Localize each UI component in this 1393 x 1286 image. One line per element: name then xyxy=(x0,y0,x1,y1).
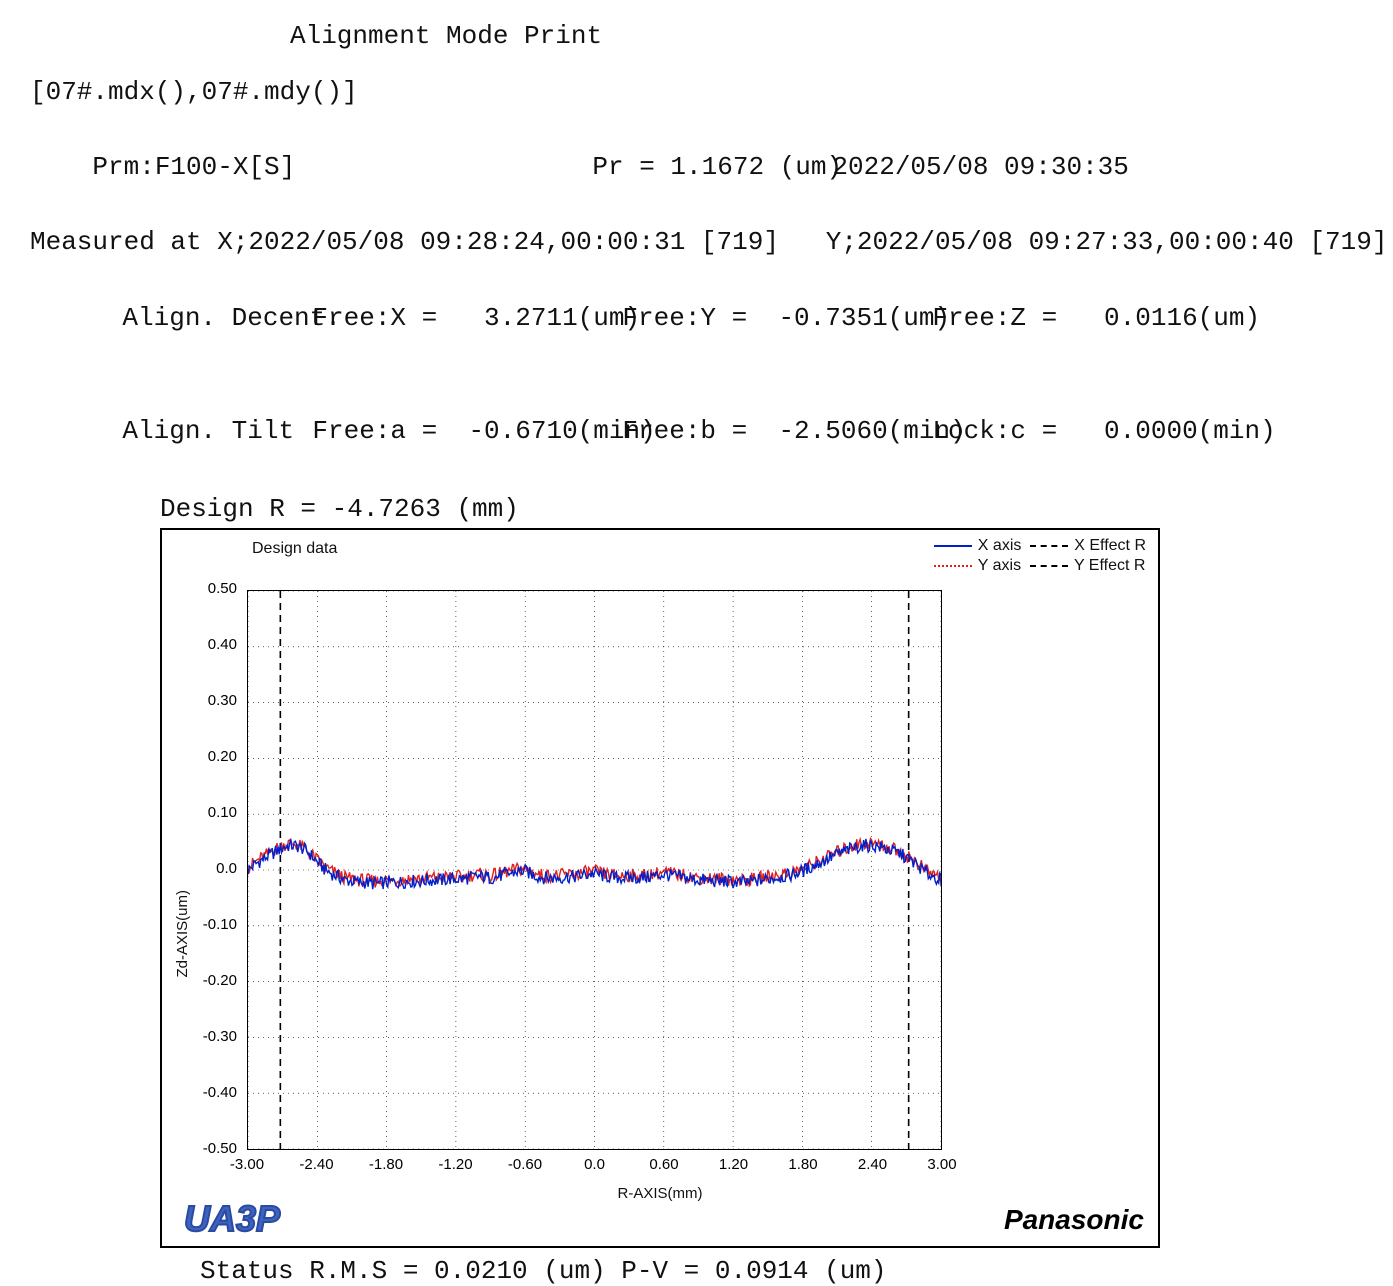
x-tick: 0.60 xyxy=(640,1156,688,1173)
x-tick: 1.80 xyxy=(779,1156,827,1173)
y-tick: -0.20 xyxy=(177,972,237,989)
align-tilt-a: Free:a = -0.6710(min) xyxy=(312,413,622,451)
y-tick: -0.10 xyxy=(177,916,237,933)
x-tick: -1.20 xyxy=(432,1156,480,1173)
y-tick: -0.40 xyxy=(177,1084,237,1101)
legend-swatch-yeff xyxy=(1030,565,1068,567)
chart-legend: X axis X Effect R Y axis Y Effect R xyxy=(934,536,1146,576)
prm-label: Prm:F100-X[S] xyxy=(92,149,592,187)
prm-row: Prm:F100-X[S]Pr = 1.1672 (um)2022/05/08 … xyxy=(30,111,1363,224)
timestamp: 2022/05/08 09:30:35 xyxy=(832,149,1128,187)
align-decent-x: Free:X = 3.2711(um) xyxy=(312,300,622,338)
align-decent-row: Align. Decent.Free:X = 3.2711(um)Free:Y … xyxy=(30,262,1363,375)
plot-svg xyxy=(248,591,941,1149)
ua3p-logo: UA3P xyxy=(184,1198,280,1240)
plot-area xyxy=(247,590,942,1150)
y-tick: 0.0 xyxy=(177,860,237,877)
panasonic-logo: Panasonic xyxy=(1004,1204,1144,1236)
x-tick: -1.80 xyxy=(362,1156,410,1173)
legend-swatch-y xyxy=(934,565,972,567)
y-tick: 0.40 xyxy=(177,636,237,653)
page-title: Alignment Mode Print xyxy=(290,18,1363,56)
y-tick: 0.10 xyxy=(177,804,237,821)
align-tilt-row: Align. TiltFree:a = -0.6710(min)Free:b =… xyxy=(30,375,1363,488)
align-decent-label: Align. Decent. xyxy=(122,300,312,338)
status-line: Status R.M.S = 0.0210 (um) P-V = 0.0914 … xyxy=(200,1256,1363,1286)
x-tick: 1.20 xyxy=(710,1156,758,1173)
y-axis-label: Zd-AXIS(um) xyxy=(174,890,191,978)
align-tilt-label: Align. Tilt xyxy=(122,413,312,451)
x-tick: 2.40 xyxy=(849,1156,897,1173)
x-tick: 0.0 xyxy=(571,1156,619,1173)
align-decent-z: Free:Z = 0.0116(um) xyxy=(932,300,1260,338)
y-tick: -0.50 xyxy=(177,1140,237,1157)
chart-title: Design data xyxy=(252,540,337,558)
design-r: Design R = -4.7263 (mm) xyxy=(160,494,1363,524)
legend-swatch-xeff xyxy=(1030,545,1068,547)
legend-label-xeff: X Effect R xyxy=(1074,537,1146,554)
y-tick: 0.20 xyxy=(177,748,237,765)
y-tick: 0.30 xyxy=(177,692,237,709)
x-tick: -2.40 xyxy=(293,1156,341,1173)
align-tilt-c: Lock:c = 0.0000(min) xyxy=(932,413,1275,451)
measured-line: Measured at X;2022/05/08 09:28:24,00:00:… xyxy=(30,224,1363,262)
y-tick: 0.50 xyxy=(177,580,237,597)
legend-label-yeff: Y Effect R xyxy=(1074,557,1145,574)
chart-frame: Design data X axis X Effect R Y axis Y E… xyxy=(160,528,1160,1248)
align-tilt-b: Free:b = -2.5060(min) xyxy=(622,413,932,451)
files-line: [07#.mdx(),07#.mdy()] xyxy=(30,74,1363,112)
legend-label-x: X axis xyxy=(978,537,1022,554)
y-tick: -0.30 xyxy=(177,1028,237,1045)
legend-swatch-x xyxy=(934,545,972,547)
x-tick: -0.60 xyxy=(501,1156,549,1173)
x-tick: -3.00 xyxy=(223,1156,271,1173)
pr-label: Pr = 1.1672 (um) xyxy=(592,149,832,187)
x-tick: 3.00 xyxy=(918,1156,966,1173)
x-axis-label: R-AXIS(mm) xyxy=(162,1185,1158,1202)
legend-label-y: Y axis xyxy=(978,557,1021,574)
align-decent-y: Free:Y = -0.7351(um) xyxy=(622,300,932,338)
